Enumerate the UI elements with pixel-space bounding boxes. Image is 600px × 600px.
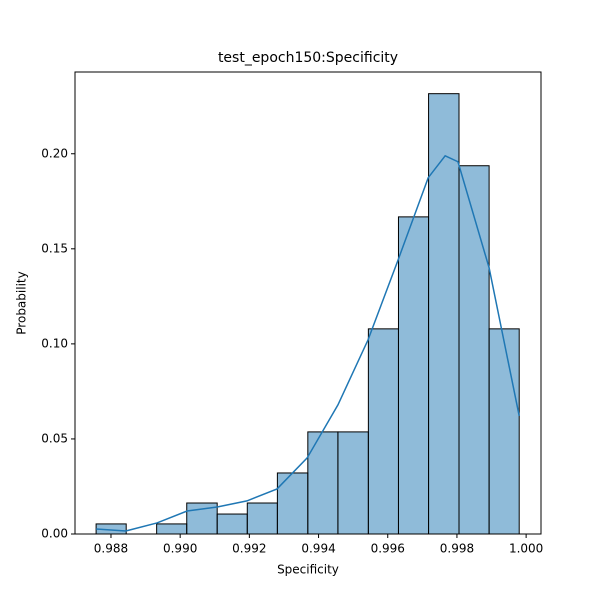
bar (458, 165, 490, 535)
y-tick-label: 0.10 (41, 336, 68, 350)
bar (307, 431, 339, 535)
x-tick-label: 0.998 (440, 542, 474, 556)
bar (216, 513, 248, 535)
bar (276, 472, 309, 535)
bar (156, 523, 188, 535)
kde-line (96, 154, 520, 532)
x-tick-label: 1.000 (509, 542, 543, 556)
y-tick-label: 0.20 (41, 146, 68, 160)
axes-frame (74, 71, 542, 535)
bar (367, 328, 399, 535)
x-axis-label: Specificity (277, 563, 339, 577)
y-tick-label: 0.00 (41, 527, 68, 541)
y-axis-label: Probability (15, 271, 29, 334)
x-tick-label: 0.990 (163, 542, 197, 556)
bar (397, 216, 430, 535)
bar (488, 328, 520, 535)
x-tick-label: 0.988 (94, 542, 128, 556)
x-tick-label: 0.992 (232, 542, 266, 556)
x-tick-label: 0.994 (301, 542, 335, 556)
bar (337, 431, 369, 535)
bar (246, 502, 278, 535)
y-tick-label: 0.05 (41, 431, 68, 445)
y-tick-label: 0.15 (41, 241, 68, 255)
x-tick-label: 0.996 (371, 542, 405, 556)
chart-title: test_epoch150:Specificity (218, 50, 398, 66)
